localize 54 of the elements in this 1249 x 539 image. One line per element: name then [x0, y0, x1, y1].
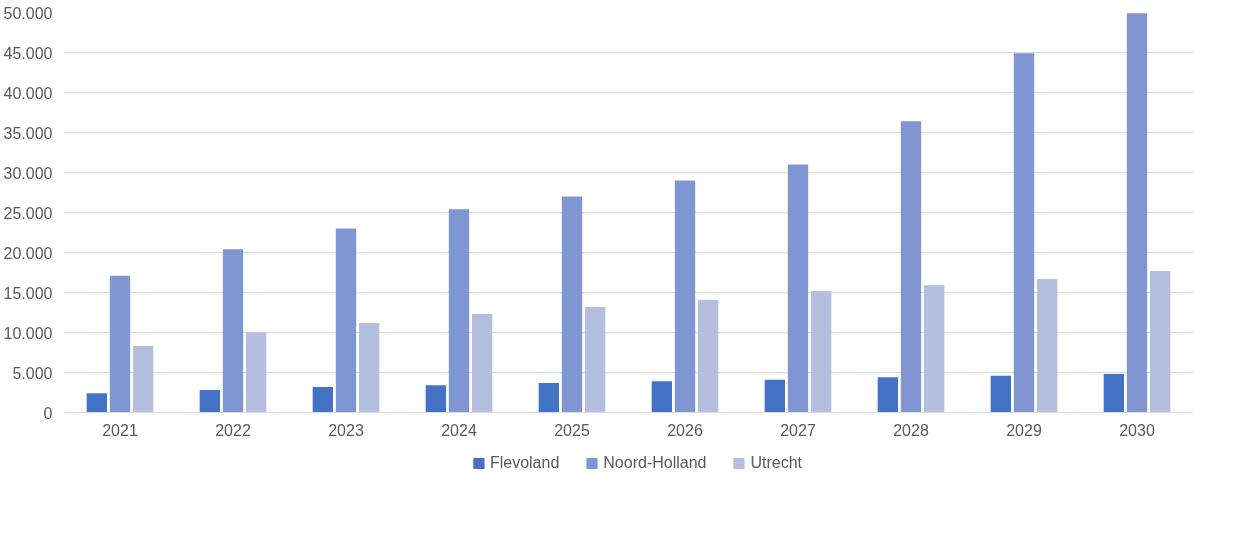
bar	[900, 121, 922, 413]
bar	[810, 290, 832, 413]
bar	[312, 386, 334, 413]
bar	[1103, 374, 1125, 413]
y-tick-label: 50.000	[3, 4, 53, 22]
bar	[222, 249, 244, 413]
bar	[651, 381, 673, 413]
x-tick-label: 2030	[1119, 421, 1155, 439]
y-tick-label: 15.000	[3, 284, 53, 302]
x-tick-label: 2022	[215, 421, 251, 439]
x-tick-label: 2023	[328, 421, 364, 439]
bar	[923, 285, 945, 413]
bar	[425, 385, 447, 413]
bar	[561, 196, 583, 413]
x-tick-label: 2029	[1006, 421, 1042, 439]
bar	[471, 314, 493, 413]
y-tick-label: 30.000	[3, 164, 53, 182]
x-tick-label: 2024	[441, 421, 477, 439]
y-tick-label: 25.000	[3, 204, 53, 222]
bar	[1126, 13, 1148, 413]
legend-label: Flevoland	[489, 454, 560, 472]
y-tick-label: 40.000	[3, 84, 53, 102]
bar	[764, 379, 786, 413]
bar	[1036, 278, 1058, 413]
bar	[358, 322, 380, 413]
bar	[584, 306, 606, 413]
x-tick-label: 2027	[780, 421, 816, 439]
legend-label: Noord-Holland	[603, 454, 707, 472]
bar	[990, 375, 1012, 413]
bar	[132, 346, 154, 413]
y-tick-label: 35.000	[3, 124, 53, 142]
bar	[787, 164, 809, 413]
bar	[86, 393, 107, 413]
x-tick-label: 2026	[667, 421, 703, 439]
legend-label: Utrecht	[750, 454, 803, 472]
x-tick-label: 2028	[893, 421, 929, 439]
bar	[1013, 53, 1035, 413]
y-tick-label: 10.000	[3, 324, 53, 342]
bar	[448, 209, 470, 413]
bar	[1149, 270, 1171, 413]
y-tick-label: 0	[43, 404, 53, 422]
bar	[674, 180, 696, 413]
bar	[335, 228, 357, 413]
bar	[538, 382, 560, 413]
y-tick-label: 5.000	[12, 364, 53, 382]
bar	[245, 332, 267, 413]
x-tick-label: 2025	[554, 421, 590, 439]
bar	[877, 377, 899, 413]
y-tick-label: 20.000	[3, 244, 53, 262]
bar	[199, 390, 221, 413]
y-tick-label: 45.000	[3, 44, 53, 62]
x-tick-label: 2021	[102, 421, 138, 439]
bar	[697, 299, 719, 413]
bar	[109, 275, 131, 413]
